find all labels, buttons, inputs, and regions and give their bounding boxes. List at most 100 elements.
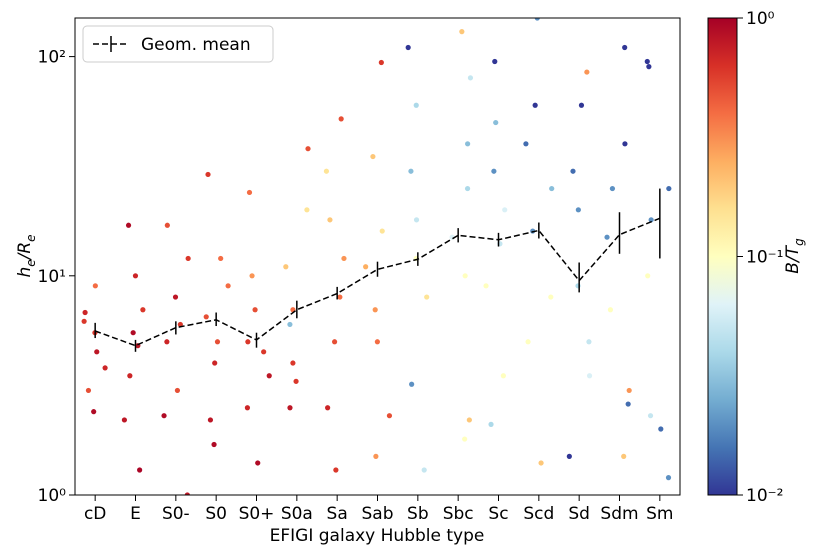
- x-axis-label: EFIGI galaxy Hubble type: [270, 526, 485, 546]
- point: [218, 255, 224, 262]
- point: [172, 294, 179, 300]
- point: [386, 413, 393, 419]
- y-label-sub: e: [24, 234, 38, 241]
- point: [409, 381, 415, 387]
- point: [413, 102, 419, 108]
- point: [185, 255, 191, 262]
- point: [161, 413, 167, 419]
- point: [609, 185, 616, 192]
- y-tick-label: 10⁰: [38, 486, 67, 506]
- x-tick-label: Sd: [568, 504, 590, 524]
- point: [255, 460, 261, 466]
- mean-line: [94, 217, 661, 347]
- point: [121, 417, 127, 423]
- point: [462, 273, 468, 279]
- colorbar-label: B/Tg: [783, 238, 806, 274]
- point: [575, 207, 581, 213]
- x-tick-label: Sm: [646, 504, 673, 524]
- point: [137, 467, 143, 473]
- x-tick-label: Sc: [488, 504, 508, 524]
- point: [626, 387, 632, 394]
- plot-frame: [74, 17, 681, 496]
- point: [658, 426, 664, 432]
- y-tick-label: 10¹: [38, 267, 66, 287]
- point: [363, 264, 369, 270]
- point: [177, 321, 183, 328]
- point: [164, 339, 170, 345]
- point: [337, 294, 343, 300]
- x-tick-label: Sa: [327, 504, 348, 524]
- point: [621, 453, 627, 460]
- point: [645, 273, 651, 279]
- point: [646, 64, 652, 70]
- point: [538, 460, 544, 466]
- point: [530, 228, 536, 234]
- point: [85, 387, 92, 394]
- point: [184, 492, 190, 495]
- point: [125, 222, 132, 228]
- point: [466, 417, 472, 423]
- point: [91, 409, 97, 415]
- point: [586, 339, 592, 345]
- legend-label: Geom. mean: [141, 35, 251, 55]
- point: [132, 273, 139, 279]
- x-tick-label: Sab: [362, 504, 394, 524]
- point: [92, 283, 98, 289]
- point: [323, 168, 330, 174]
- y-label-part: /R: [15, 242, 35, 262]
- points: [81, 18, 672, 495]
- point: [570, 168, 576, 174]
- point: [266, 373, 272, 379]
- point: [622, 141, 628, 147]
- point: [207, 417, 214, 423]
- point: [548, 294, 554, 300]
- point: [378, 59, 384, 66]
- point: [549, 185, 555, 192]
- point: [488, 421, 494, 427]
- x-tick-label: Scd: [523, 504, 554, 524]
- point: [502, 207, 508, 213]
- x-tick-label: S0-: [162, 504, 190, 524]
- x-tick-label: Sdm: [600, 504, 638, 524]
- point: [625, 401, 631, 407]
- x-tick-label: Sbc: [443, 504, 474, 524]
- y-label-sub: e: [24, 259, 38, 266]
- point: [174, 387, 181, 394]
- point: [205, 171, 211, 178]
- cb-label-part: B/T: [783, 244, 803, 273]
- point: [483, 283, 489, 289]
- point: [666, 185, 672, 192]
- point: [408, 168, 414, 174]
- point: [405, 44, 411, 51]
- point: [459, 29, 465, 35]
- point: [373, 453, 379, 460]
- point: [203, 314, 209, 320]
- x-tick-label: S0: [205, 504, 227, 524]
- point: [140, 307, 146, 313]
- cb-tick-label: 10⁻²: [746, 486, 783, 506]
- point: [293, 378, 299, 384]
- cb-tick-label: 10⁰: [746, 9, 775, 29]
- point: [578, 102, 585, 108]
- point: [287, 405, 293, 411]
- point: [465, 141, 471, 147]
- point: [341, 255, 347, 262]
- point: [604, 234, 610, 240]
- x-tick-label: cD: [84, 504, 106, 524]
- point: [493, 119, 499, 126]
- point: [225, 283, 231, 289]
- point: [82, 309, 88, 316]
- cb-label-sub: g: [792, 238, 806, 246]
- cb-tick-label: 10⁻¹: [746, 248, 783, 268]
- point: [331, 339, 338, 345]
- point: [665, 475, 672, 481]
- y-label-part: h: [15, 267, 35, 278]
- point: [584, 69, 590, 75]
- point: [212, 360, 218, 366]
- point: [338, 116, 344, 122]
- point: [586, 373, 593, 379]
- point: [244, 405, 251, 411]
- point: [283, 264, 289, 270]
- point: [424, 294, 430, 300]
- point: [607, 307, 614, 313]
